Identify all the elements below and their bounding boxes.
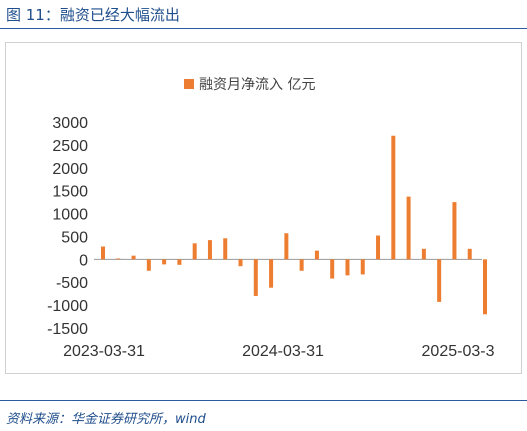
y-tick-label: 1500 (52, 184, 88, 201)
y-tick-label: 3000 (52, 115, 88, 132)
legend-label: 融资月净流入 亿元 (199, 77, 315, 93)
y-tick-label: -500 (56, 275, 88, 292)
y-tick-label: 0 (79, 252, 88, 269)
bar (330, 259, 335, 279)
x-tick-label: 2023-03-31 (63, 343, 145, 360)
x-tick-label: 2025-03-3 (422, 343, 495, 360)
source-note: 资料来源：华金证券研究所，wind (6, 412, 206, 427)
bar (376, 235, 381, 260)
bar (391, 135, 396, 260)
bar (238, 259, 243, 267)
bar (452, 202, 457, 260)
bar (192, 243, 197, 260)
x-axis: 2023-03-31 2024-03-31 2025-03-3 (63, 343, 494, 360)
bar (101, 246, 105, 260)
bar (345, 259, 350, 276)
bar (421, 248, 426, 260)
legend: 融资月净流入 亿元 (184, 77, 315, 93)
bar (406, 196, 411, 260)
bars (101, 135, 487, 315)
bar (177, 259, 182, 265)
bar (223, 238, 228, 260)
bar (253, 259, 258, 296)
bar (207, 240, 212, 260)
bar (131, 255, 136, 260)
legend-swatch (184, 79, 194, 89)
bar (269, 259, 274, 288)
bar (284, 233, 289, 260)
y-tick-label: -1500 (47, 321, 88, 338)
bar (314, 250, 319, 260)
bar (116, 258, 121, 260)
x-tick-label: 2024-03-31 (242, 343, 324, 360)
y-tick-label: -1000 (47, 298, 88, 315)
bar (299, 259, 304, 271)
bar (146, 259, 151, 271)
bar (360, 259, 365, 275)
source-divider (0, 400, 527, 401)
bar (467, 248, 472, 260)
chart-frame (5, 42, 522, 374)
y-tick-label: 2000 (52, 161, 88, 178)
y-tick-label: 1000 (52, 207, 88, 224)
bar (162, 259, 167, 265)
y-tick-label: 2500 (52, 138, 88, 155)
figure-title: 图 11：融资已经大幅流出 (6, 6, 180, 24)
bar (437, 259, 442, 302)
bar (483, 259, 487, 315)
y-tick-label: 500 (61, 229, 88, 246)
y-axis: 3000 2500 2000 1500 1000 500 0 -500 -1000 -1500 (47, 115, 88, 338)
title-divider (0, 28, 527, 29)
